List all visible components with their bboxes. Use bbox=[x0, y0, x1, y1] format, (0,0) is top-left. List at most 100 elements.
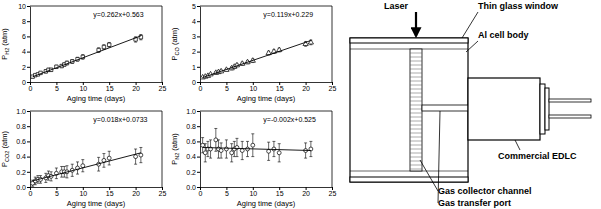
equation: y=0.018x+0.0733 bbox=[93, 116, 147, 124]
y-tick-label: 0 bbox=[22, 79, 26, 86]
y-axis: 0246810 bbox=[18, 3, 30, 86]
error-cap bbox=[267, 160, 270, 161]
y-tick: 3 bbox=[192, 33, 200, 40]
hatch-line bbox=[410, 121, 422, 122]
diagram-label: Laser bbox=[384, 1, 409, 11]
hatch-line bbox=[410, 93, 422, 94]
y-tick-label: 6 bbox=[22, 33, 26, 40]
error-cap bbox=[217, 158, 220, 159]
error-cap bbox=[272, 141, 275, 142]
data-point bbox=[277, 151, 281, 155]
x-tick-label: 15 bbox=[106, 85, 114, 92]
x-tick-label: 25 bbox=[159, 190, 167, 197]
x-tick: 15 bbox=[106, 187, 114, 197]
x-tick: 25 bbox=[329, 187, 337, 197]
error-cap bbox=[81, 171, 84, 172]
error-cap bbox=[233, 141, 236, 142]
hatch-line bbox=[410, 61, 422, 62]
error-cap bbox=[50, 171, 53, 172]
error-cap bbox=[217, 139, 220, 140]
data-point bbox=[240, 149, 244, 153]
y-tick-mark bbox=[27, 36, 30, 37]
edlc-cap bbox=[540, 84, 545, 134]
error-cap bbox=[47, 180, 50, 181]
error-cap bbox=[139, 34, 142, 35]
diagram-label: Commercial EDLC bbox=[498, 151, 577, 161]
error-cap bbox=[81, 159, 84, 160]
error-cap bbox=[241, 159, 244, 160]
error-cap bbox=[204, 161, 207, 162]
error-cap bbox=[55, 168, 58, 169]
y-tick-mark bbox=[27, 52, 30, 53]
x-tick-label: 20 bbox=[132, 85, 140, 92]
error-cap bbox=[134, 164, 137, 165]
y-tick: 0.6 bbox=[16, 138, 30, 145]
error-cap bbox=[304, 142, 307, 143]
data-point bbox=[267, 149, 271, 153]
x-tick: 15 bbox=[106, 82, 114, 92]
error-cap bbox=[44, 173, 47, 174]
y-tick: 5 bbox=[192, 3, 200, 10]
x-tick-label: 5 bbox=[55, 190, 59, 197]
error-cap bbox=[139, 39, 142, 40]
hatch-line bbox=[410, 89, 422, 90]
y-axis-title: PN2 (atm) bbox=[170, 133, 180, 165]
x-tick-label: 0 bbox=[29, 85, 33, 92]
x-tick-label: 5 bbox=[225, 190, 229, 197]
error-cap bbox=[209, 158, 212, 159]
x-tick: 5 bbox=[225, 82, 229, 92]
x-axis-title: Aging time (days) bbox=[237, 94, 296, 103]
edlc-housing bbox=[468, 78, 540, 140]
y-tick-mark bbox=[27, 141, 30, 142]
hatch-line bbox=[410, 125, 422, 126]
fit-line bbox=[203, 41, 311, 78]
data-point bbox=[107, 43, 110, 46]
x-axis: 0510152025 bbox=[29, 187, 167, 197]
error-cap bbox=[76, 161, 79, 162]
y-tick-label: 1.0 bbox=[186, 108, 196, 115]
error-cap bbox=[251, 133, 254, 134]
error-cap bbox=[36, 183, 39, 184]
error-cap bbox=[246, 156, 249, 157]
error-cap bbox=[139, 147, 142, 148]
x-tick: 0 bbox=[29, 187, 33, 197]
hatch-line bbox=[410, 141, 422, 142]
y-tick-label: 0.6 bbox=[16, 138, 26, 145]
y-tick-mark bbox=[197, 6, 200, 7]
data-point bbox=[251, 143, 255, 147]
error-cap bbox=[267, 142, 270, 143]
error-cap bbox=[235, 156, 238, 157]
x-tick: 15 bbox=[276, 187, 284, 197]
x-tick: 10 bbox=[79, 187, 87, 197]
y-tick-mark bbox=[27, 157, 30, 158]
diagram-label: Thin glass window bbox=[478, 1, 559, 11]
data-point bbox=[308, 39, 313, 44]
error-cap bbox=[76, 174, 79, 175]
error-cap bbox=[278, 161, 281, 162]
y-tick-mark bbox=[197, 52, 200, 53]
y-tick-mark bbox=[27, 126, 30, 127]
y-tick-label: 4 bbox=[22, 48, 26, 55]
data-point bbox=[134, 155, 138, 159]
y-tick: 0 bbox=[22, 79, 30, 86]
error-cap bbox=[251, 156, 254, 157]
error-cap bbox=[65, 177, 68, 178]
y-tick: 4 bbox=[192, 18, 200, 25]
x-axis-title: Aging time (days) bbox=[237, 199, 296, 208]
hatch-line bbox=[410, 157, 422, 158]
y-tick: 1.0 bbox=[16, 108, 30, 115]
error-cap bbox=[71, 176, 74, 177]
data-point bbox=[139, 153, 143, 157]
error-cap bbox=[102, 167, 105, 168]
y-tick: 2 bbox=[22, 64, 30, 71]
y-axis-line bbox=[30, 7, 31, 83]
plot-marks bbox=[200, 39, 314, 79]
panel: 05101520250.00.20.40.60.81.0Aging time (… bbox=[170, 108, 336, 208]
error-cap bbox=[36, 175, 39, 176]
y-tick-mark bbox=[197, 126, 200, 127]
y-axis-line bbox=[200, 7, 201, 83]
error-cap bbox=[214, 128, 217, 129]
hatch-line bbox=[410, 133, 422, 134]
glass-window bbox=[350, 38, 468, 43]
hatch-line bbox=[410, 109, 422, 110]
